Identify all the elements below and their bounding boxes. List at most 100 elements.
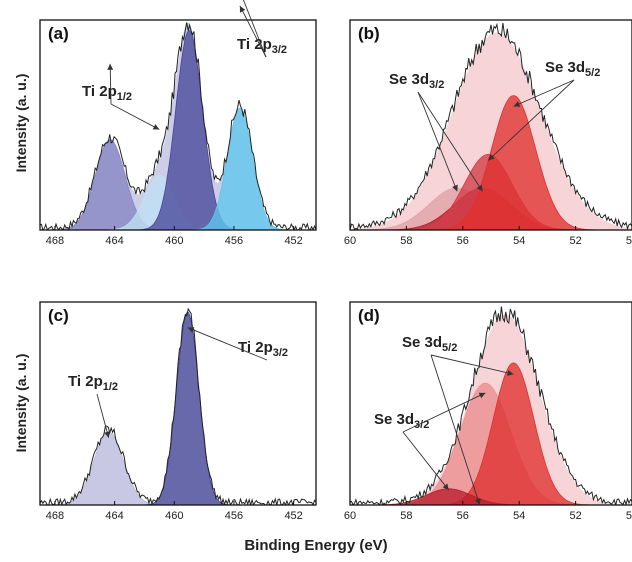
x-tick-label: 452 [284,510,302,522]
measured-spectrum-line [350,22,632,230]
annotation-arrow [110,103,160,130]
panel-a: 468 464 460 456 452(a)Ti 2p1/2Ti 2p3/2 [39,0,317,247]
measured-spectrum-line [350,306,632,505]
x-axis-label: Binding Energy (eV) [244,537,387,554]
annotation-arrow [430,354,481,506]
x-tick-label: 56 [457,235,469,247]
annotation-subscript: 3/2 [429,79,444,91]
measured-spectrum-line [40,22,316,230]
plot-frame [39,19,317,231]
annotation-subscript: 1/2 [103,381,118,393]
annotation-arrow [417,91,458,192]
annotation-arrow [109,63,112,105]
arrow-head [507,369,514,376]
annotation-arrow [417,91,483,192]
x-tick-label: 464 [105,510,123,522]
annotation-main: Se 3d [402,334,442,351]
y-axis-label-bottom: Intensity (a. u.) [13,354,29,453]
arrow-head [475,498,481,505]
panel-c: 468 464 460 456 452(c)Ti 2p1/2Ti 2p3/2 [39,301,317,522]
annotation-subscript: 3/2 [272,44,287,56]
arrow-head [442,483,449,491]
arrow-head [104,431,110,438]
peak-annotation: Se 3d3/2 [389,71,444,91]
x-tick-label: 54 [513,235,525,247]
annotation-arrow [242,0,267,58]
annotation-arrow [96,393,110,438]
x-tick-label: 50 [626,510,632,522]
arrow-head [187,327,195,333]
envelope-fill [350,32,632,230]
annotation-main: Se 3d [374,411,414,428]
peak-annotation: Ti 2p3/2 [238,339,288,359]
x-tick-label: 460 [165,510,183,522]
arrow-head [152,124,160,130]
component-peak-0 [40,431,316,505]
peak-annotation: Ti 2p1/2 [68,373,118,393]
x-tick-label: 464 [105,235,123,247]
x-tick-label: 50 [626,235,632,247]
arrow-head [107,63,114,70]
x-tick-label: 54 [513,510,525,522]
peak-annotation: Se 3d5/2 [545,59,600,79]
annotation-main: Se 3d [389,71,429,88]
plot-area [350,22,632,230]
plot-frame [349,19,632,231]
arrow-head [239,5,246,13]
x-tick-label: 60 [344,235,356,247]
panel-d: 605856545250(d)Se 3d5/2Se 3d3/2 [344,301,632,522]
annotation-main: Se 3d [545,59,585,76]
x-tick-label: 460 [165,235,183,247]
panel-label: (b) [358,24,380,43]
annotation-subscript: 3/2 [414,419,429,431]
component-peak-3 [40,30,316,230]
panel-b: 605856545250(b)Se 3d3/2Se 3d5/2 [344,19,632,247]
x-tick-label: 56 [457,510,469,522]
x-tick-label: 468 [46,510,64,522]
annotation-arrow [402,431,450,491]
annotation-main: Ti 2p [82,83,117,100]
plot-area [350,306,632,505]
x-tick-label: 60 [344,510,356,522]
annotation-arrow [402,392,486,433]
annotation-main: Ti 2p [68,373,103,390]
x-tick-label: 456 [225,235,243,247]
annotation-arrow [513,79,575,107]
annotation-arrow [187,327,268,361]
annotation-subscript: 5/2 [442,342,457,354]
annotation-arrow [430,354,514,375]
peak-annotation: Ti 2p1/2 [82,83,132,103]
panel-label: (d) [358,306,380,325]
x-tick-label: 58 [400,510,412,522]
component-peak-1 [40,311,316,505]
peak-annotation: Se 3d5/2 [402,334,457,354]
plot-area [40,307,316,505]
panel-label: (c) [48,306,69,325]
arrow-head [452,184,458,192]
plot-frame [349,301,632,506]
annotation-subscript: 1/2 [117,91,132,103]
component-peak-3 [350,488,632,505]
annotation-subscript: 5/2 [585,67,600,79]
x-tick-label: 452 [284,235,302,247]
x-tick-label: 52 [569,235,581,247]
arrow-head [513,101,521,107]
x-tick-label: 52 [569,510,581,522]
x-tick-label: 456 [225,510,243,522]
peak-annotation: Se 3d3/2 [374,411,429,431]
panel-label: (a) [48,24,69,43]
y-axis-label-top: Intensity (a. u.) [13,74,29,173]
arrow-head [476,184,483,192]
arrow-head [488,154,495,161]
annotation-main: Ti 2p [237,36,272,53]
annotation-subscript: 3/2 [273,347,288,359]
x-tick-label: 58 [400,235,412,247]
plot-area [40,22,316,230]
annotation-arrow [487,79,575,161]
arrow-head [478,392,486,399]
annotation-arrow [239,5,267,58]
annotation-main: Ti 2p [238,339,273,356]
x-tick-label: 468 [46,235,64,247]
plot-frame [39,301,317,506]
